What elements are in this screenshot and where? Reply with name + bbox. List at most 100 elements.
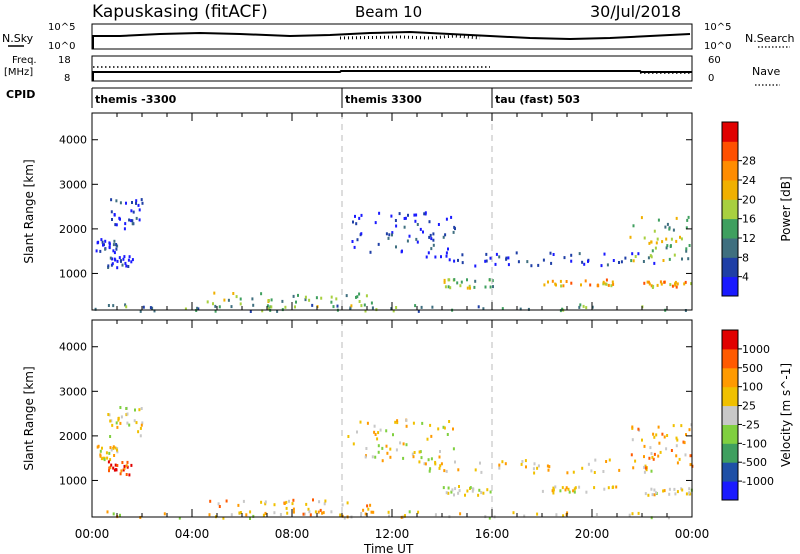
range-cell [445, 254, 448, 258]
range-cell [405, 443, 408, 447]
range-cell [218, 305, 221, 309]
range-cell [137, 203, 140, 207]
range-cell [602, 470, 605, 473]
range-cell [584, 279, 587, 283]
range-cell [385, 429, 388, 433]
range-cell [685, 433, 687, 437]
range-cell [184, 307, 187, 311]
range-cell [426, 437, 429, 441]
range-cell [445, 251, 448, 255]
range-cell [536, 466, 539, 470]
range-cell [395, 224, 398, 228]
range-cell [396, 419, 399, 423]
range-cell [118, 216, 121, 220]
range-cell [403, 217, 406, 220]
range-cell [123, 227, 126, 231]
range-cell [138, 218, 141, 222]
range-cell [102, 456, 105, 460]
range-cell [109, 458, 112, 462]
range-cell [452, 447, 455, 451]
range-cell [391, 231, 394, 235]
colorbar-tick-label: -25 [742, 418, 760, 431]
range-cell [387, 236, 390, 240]
y-tick-label: 4000 [59, 134, 87, 147]
range-cell [115, 223, 118, 227]
range-cell [135, 201, 137, 205]
range-cell [125, 464, 128, 468]
range-cell [388, 514, 390, 518]
range-cell [125, 473, 128, 476]
range-cell [430, 434, 433, 438]
range-cell [450, 490, 453, 494]
range-cell [666, 434, 669, 437]
range-cell [587, 259, 589, 263]
freq-right-tick-top: 60 [708, 55, 721, 66]
range-cell [430, 237, 433, 241]
range-cell [652, 457, 655, 461]
colorbar-tick-label: 100 [742, 381, 763, 394]
range-cell [440, 255, 442, 259]
range-cell [495, 252, 498, 256]
range-cell [645, 468, 648, 472]
range-cell [442, 486, 445, 490]
range-cell [314, 510, 317, 514]
range-cell [505, 257, 508, 261]
range-cell [488, 278, 491, 282]
range-cell [460, 280, 463, 284]
range-cell [415, 237, 418, 241]
date-label: 30/Jul/2018 [590, 2, 681, 21]
range-cell [687, 215, 690, 219]
range-cell [378, 211, 381, 215]
range-cell [115, 247, 118, 251]
range-cell [643, 444, 646, 448]
range-cell [659, 450, 662, 454]
range-cell [223, 298, 226, 302]
range-cell [425, 255, 428, 259]
range-cell [657, 454, 660, 458]
range-cell [546, 464, 549, 468]
range-cell [631, 252, 634, 256]
noise-left-tick-top: 10^5 [48, 22, 75, 33]
range-cell [245, 513, 248, 517]
range-cell [434, 255, 437, 259]
range-cell [607, 283, 610, 287]
range-cell [688, 487, 691, 491]
range-cell [125, 413, 128, 417]
noise-right-tick-bottom: 10^0 [704, 41, 731, 52]
colorbar-swatch [722, 160, 738, 181]
range-cell [360, 304, 363, 308]
range-cell [273, 511, 276, 515]
range-cell [121, 461, 124, 464]
range-cell [681, 488, 684, 492]
range-cell [100, 457, 103, 461]
range-cell [351, 240, 354, 243]
range-cell [580, 283, 582, 287]
range-cell [423, 462, 426, 466]
range-cell [469, 286, 471, 290]
range-cell [651, 455, 654, 459]
range-cell [117, 418, 120, 422]
range-cell [396, 421, 399, 425]
range-cell [489, 490, 492, 494]
range-cell [364, 309, 367, 313]
range-cell [689, 463, 692, 467]
range-cell [420, 456, 423, 460]
range-cell [270, 305, 273, 309]
colorbar-tick-label: 1000 [742, 343, 770, 356]
range-cell [685, 249, 688, 253]
range-cell [568, 490, 571, 494]
range-cell [632, 259, 635, 263]
range-cell [323, 502, 326, 506]
range-cell [249, 510, 252, 514]
cpid-segment-label: tau (fast) 503 [495, 93, 580, 106]
range-cell [97, 240, 100, 244]
range-cell [341, 503, 344, 507]
range-cell [515, 251, 518, 255]
range-cell [606, 263, 609, 267]
range-cell [448, 258, 451, 262]
range-cell [637, 427, 640, 431]
range-cell [309, 513, 312, 517]
range-cell [452, 427, 454, 431]
range-cell [550, 261, 553, 265]
range-cell [673, 487, 676, 491]
